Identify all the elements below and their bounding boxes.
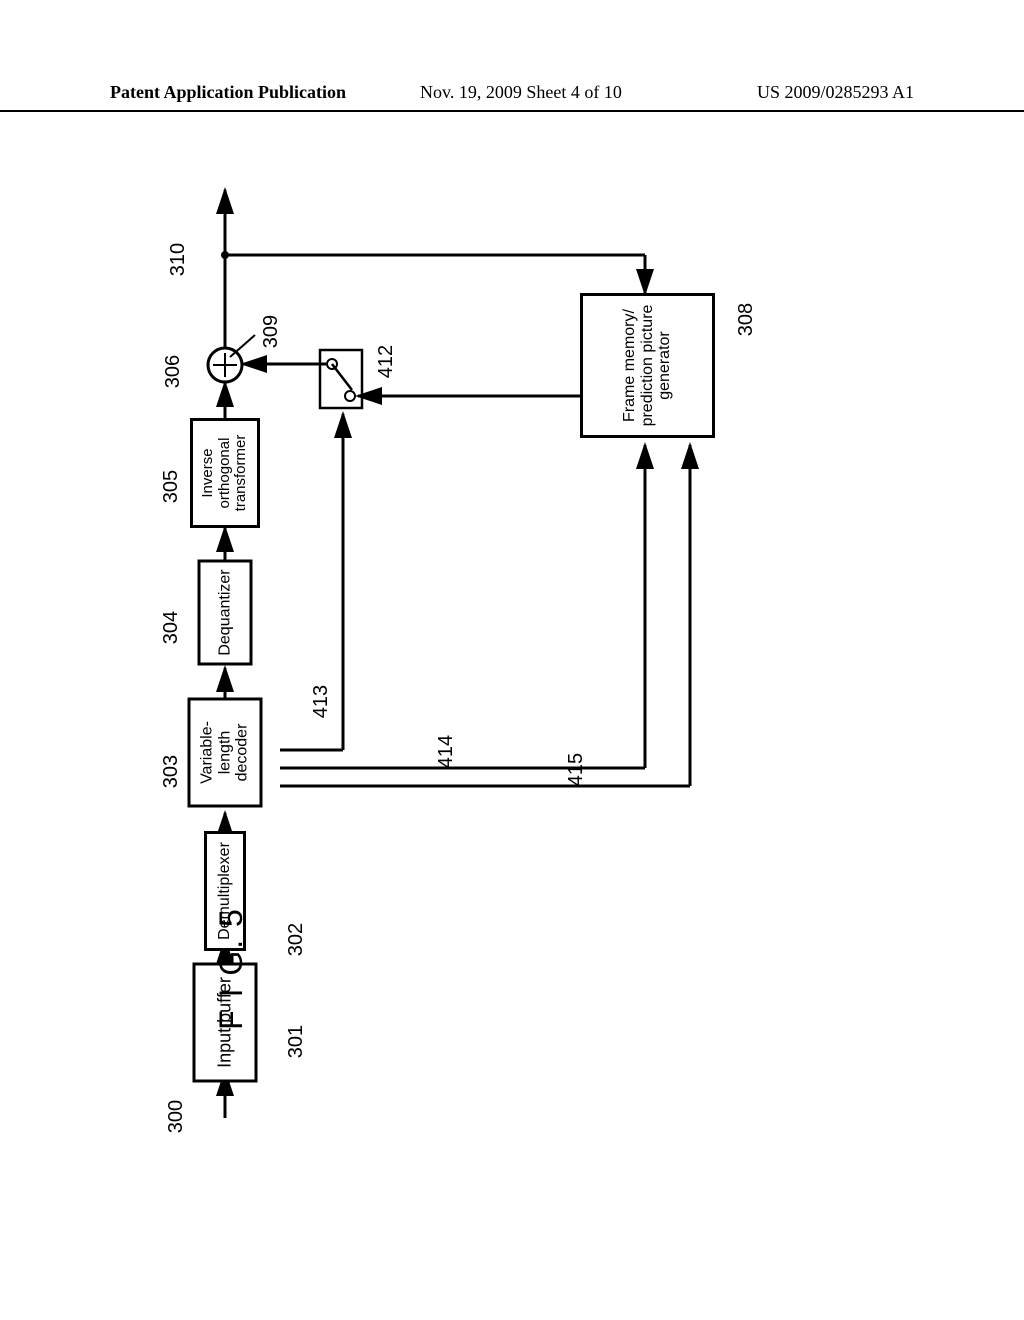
ref-308: 308 — [735, 303, 758, 336]
header-publication: Patent Application Publication — [110, 82, 346, 103]
header-date-sheet: Nov. 19, 2009 Sheet 4 of 10 — [420, 82, 622, 103]
ref-306: 306 — [162, 355, 185, 388]
ref-413: 413 — [310, 685, 333, 718]
ref-302: 302 — [285, 923, 308, 956]
ref-412: 412 — [375, 345, 398, 378]
ref-303: 303 — [160, 755, 183, 788]
block-frame-mem-text: Frame memory/ prediction picture generat… — [621, 305, 674, 427]
ref-304: 304 — [160, 611, 183, 644]
block-dequantizer-text: Dequantizer — [216, 569, 234, 655]
ref-310: 310 — [167, 243, 190, 276]
block-variable-length-decoder: Variable- length decoder — [188, 698, 263, 808]
ref-309: 309 — [260, 315, 283, 348]
block-dequantizer: Dequantizer — [198, 560, 253, 666]
ref-414: 414 — [435, 735, 458, 768]
block-vldecoder-text: Variable- length decoder — [199, 721, 252, 784]
block-diagram: Input buffer Demultiplexer Variable- len… — [100, 160, 880, 1160]
ref-301: 301 — [285, 1025, 308, 1058]
figure-label: F I G. 5 — [213, 907, 250, 1030]
block-inv-transform-text: Inverse orthogonal transformer — [200, 435, 250, 512]
block-inverse-orthogonal-transformer: Inverse orthogonal transformer — [190, 418, 260, 528]
block-frame-memory-prediction: Frame memory/ prediction picture generat… — [580, 293, 715, 438]
header-patent-number: US 2009/0285293 A1 — [757, 82, 914, 103]
ref-415: 415 — [565, 753, 588, 786]
ref-305: 305 — [160, 470, 183, 503]
page-header: Patent Application Publication Nov. 19, … — [0, 82, 1024, 112]
ref-300: 300 — [165, 1100, 188, 1133]
